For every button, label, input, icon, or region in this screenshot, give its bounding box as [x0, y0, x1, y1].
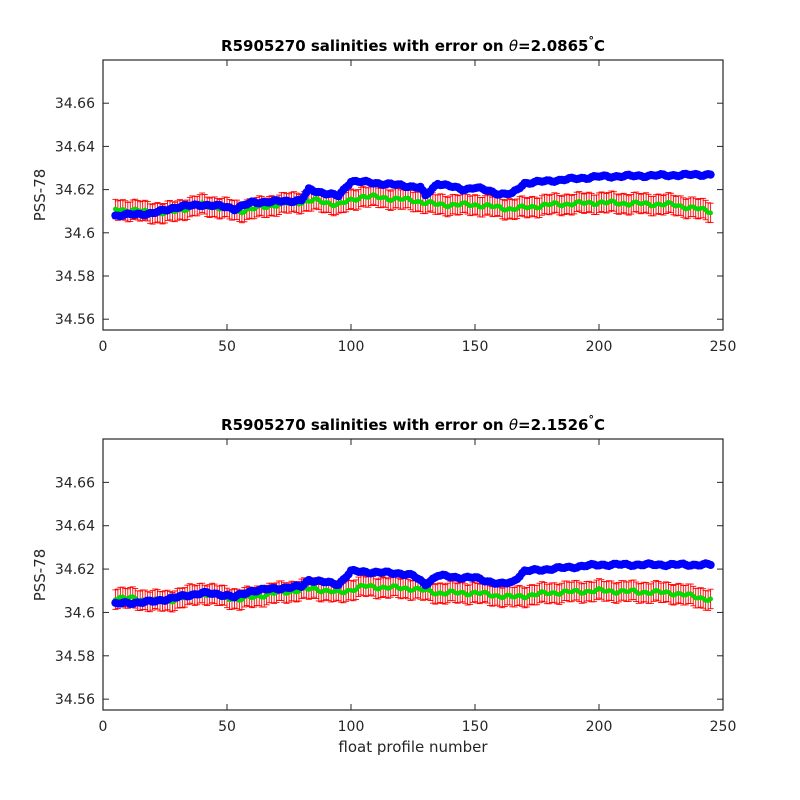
bottom-plot-x-tick-labels: 0 50 100 150 200 250	[99, 719, 737, 735]
y-tick-label: 34.66	[55, 96, 95, 112]
x-tick-label: 250	[710, 339, 737, 355]
top-plot-y-tick-labels: 34.56 34.58 34.6 34.62 34.64 34.66	[55, 96, 95, 328]
y-tick-label: 34.58	[55, 649, 95, 665]
uncalibrated-point	[708, 596, 713, 602]
y-tick-label: 34.56	[55, 312, 95, 328]
bottom-plot: R5905270 salinities with error on θ=2.15…	[31, 413, 736, 756]
y-tick-label: 34.62	[55, 183, 95, 199]
bottom-plot-x-axis-label: float profile number	[338, 738, 488, 756]
x-tick-label: 0	[99, 339, 108, 355]
y-tick-label: 34.58	[55, 269, 95, 285]
x-tick-label: 0	[99, 719, 108, 735]
top-plot-x-tick-labels: 0 50 100 150 200 250	[99, 339, 737, 355]
top-plot-y-axis-label: PSS-78	[31, 169, 49, 222]
y-tick-label: 34.62	[55, 562, 95, 578]
calibrated-point	[706, 170, 715, 179]
bottom-plot-y-tick-labels: 34.56 34.58 34.6 34.62 34.64 34.66	[55, 475, 95, 708]
x-tick-label: 50	[218, 719, 236, 735]
top-plot-title: R5905270 salinities with error on θ=2.08…	[221, 34, 605, 55]
uncalibrated-point	[708, 210, 713, 216]
x-tick-label: 150	[462, 719, 489, 735]
x-tick-label: 100	[338, 719, 365, 735]
x-tick-label: 200	[586, 719, 613, 735]
x-tick-label: 50	[218, 339, 236, 355]
calibrated-point	[706, 560, 715, 570]
y-tick-label: 34.6	[64, 605, 95, 621]
y-tick-label: 34.64	[55, 519, 95, 535]
x-tick-label: 100	[338, 339, 365, 355]
bottom-plot-ticks	[102, 439, 724, 710]
y-tick-label: 34.6	[64, 226, 95, 242]
y-tick-label: 34.64	[55, 139, 95, 155]
bottom-plot-y-axis-label: PSS-78	[31, 549, 49, 602]
top-plot-ticks	[102, 60, 724, 330]
x-tick-label: 150	[462, 339, 489, 355]
bottom-plot-points	[111, 559, 715, 613]
top-plot: R5905270 salinities with error on θ=2.08…	[31, 34, 736, 355]
bottom-plot-title: R5905270 salinities with error on θ=2.15…	[221, 413, 605, 434]
x-tick-label: 250	[710, 719, 737, 735]
y-tick-label: 34.56	[55, 692, 95, 708]
y-tick-label: 34.66	[55, 475, 95, 491]
top-plot-points	[111, 169, 715, 225]
x-tick-label: 200	[586, 339, 613, 355]
